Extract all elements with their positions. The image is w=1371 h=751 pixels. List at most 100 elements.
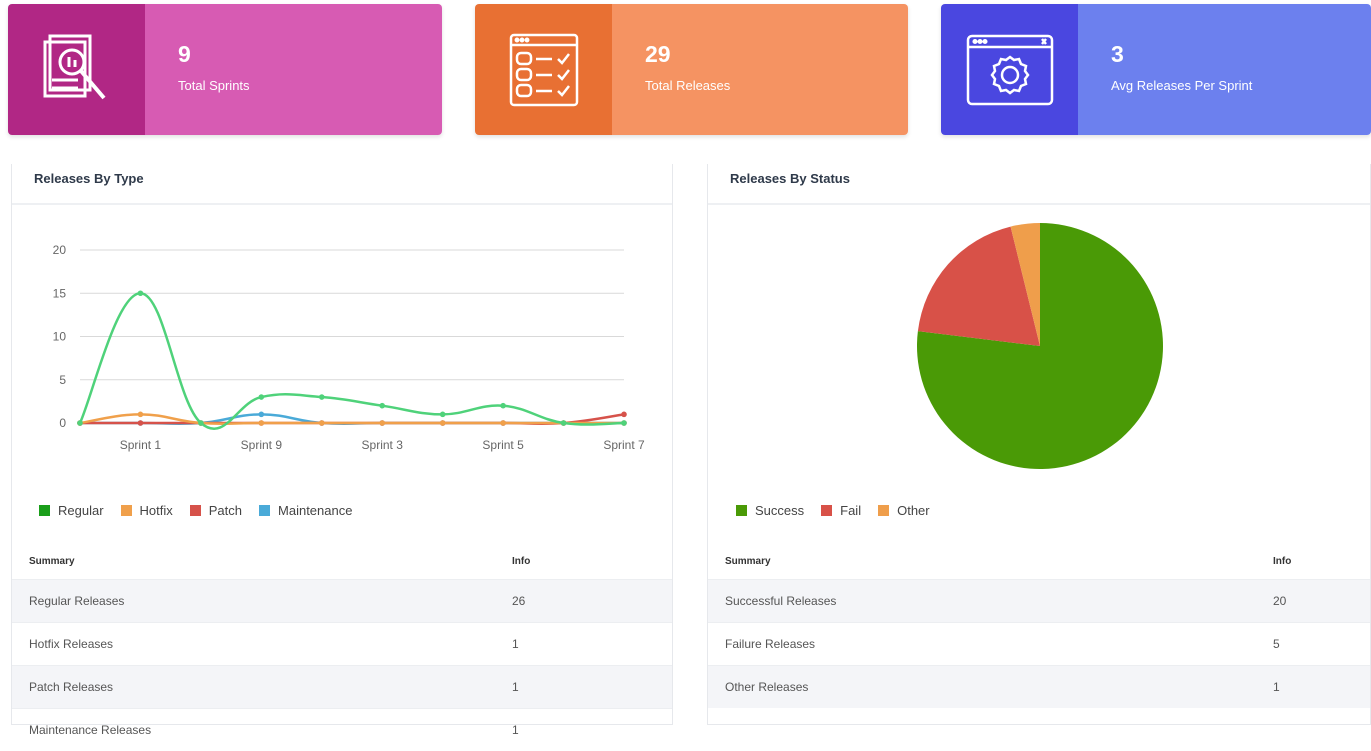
chart-legend: Success Fail Other xyxy=(736,503,947,518)
summary-header: Summary xyxy=(29,555,75,567)
stat-icon-box xyxy=(8,4,145,135)
summary-cell: Maintenance Releases xyxy=(29,723,152,737)
data-point xyxy=(137,411,144,418)
info-header: Info xyxy=(1273,555,1292,567)
series-line-regular xyxy=(78,291,625,430)
summary-cell: Failure Releases xyxy=(725,637,816,651)
data-point xyxy=(621,420,627,426)
summary-cell: Other Releases xyxy=(725,680,809,694)
table-header: Summary Info xyxy=(12,543,672,579)
data-point xyxy=(439,420,446,426)
info-cell: 1 xyxy=(512,680,519,694)
chart-legend: Regular Hotfix Patch Maintenance xyxy=(39,503,369,518)
legend-swatch xyxy=(736,505,747,516)
stat-value: 3 xyxy=(1111,41,1124,67)
releases-by-type-chart: 0 5 10 15 20 Sprint 1 Sprint 9 Sprint 3 Sprint 5… xyxy=(53,243,645,452)
stat-cards: 9 Total Sprints 29 xyxy=(0,4,1371,135)
type-summary-table: Summary Info Regular Releases 26 Hotfix R… xyxy=(12,543,672,751)
info-cell: 26 xyxy=(512,594,526,608)
data-point xyxy=(439,411,446,418)
table-row: Patch Releases 1 xyxy=(12,665,672,708)
legend-label: Regular xyxy=(58,503,104,518)
legend-swatch xyxy=(259,505,271,516)
table-row: Hotfix Releases 1 xyxy=(12,622,672,665)
data-point xyxy=(379,420,386,426)
card-title: Releases By Type xyxy=(12,164,672,205)
data-point xyxy=(621,411,627,418)
data-point xyxy=(379,402,386,409)
legend-item[interactable]: Success xyxy=(736,503,804,518)
releases-by-status-card: Releases By Status Success Fail Other Summ… xyxy=(707,164,1371,725)
stat-text: 29 Total Releases xyxy=(612,4,908,135)
legend-label: Maintenance xyxy=(278,503,353,518)
summary-cell: Successful Releases xyxy=(725,594,837,608)
pie-slice-other xyxy=(1010,223,1040,346)
data-point xyxy=(258,411,265,418)
data-point xyxy=(560,420,567,426)
data-point xyxy=(258,394,265,400)
legend-label: Hotfix xyxy=(139,503,173,518)
x-tick-label: Sprint 1 xyxy=(120,438,162,452)
x-tick-label: Sprint 9 xyxy=(241,438,283,452)
data-point xyxy=(258,420,265,426)
stat-icon-box xyxy=(941,4,1078,135)
y-tick-label: 15 xyxy=(53,286,67,300)
legend-label: Other xyxy=(897,503,930,518)
legend-swatch xyxy=(189,505,201,516)
stat-value: 9 xyxy=(178,41,191,67)
info-cell: 1 xyxy=(512,637,519,651)
legend-item[interactable]: Fail xyxy=(821,503,861,518)
pie-slice-fail xyxy=(917,226,1040,346)
y-tick-label: 5 xyxy=(59,373,66,387)
data-point xyxy=(198,420,204,426)
table-header: Summary Info xyxy=(708,543,1370,579)
table-row: Successful Releases 20 xyxy=(708,579,1370,622)
card-title: Releases By Status xyxy=(708,164,1370,205)
legend-label: Fail xyxy=(840,503,862,518)
stat-label: Total Releases xyxy=(645,78,731,93)
stat-card-sprints: 9 Total Sprints xyxy=(8,4,442,135)
stat-icon-box xyxy=(475,4,612,135)
stat-card-releases: 29 Total Releases xyxy=(475,4,908,135)
legend-swatch xyxy=(878,505,890,516)
data-point xyxy=(500,402,506,409)
checklist-icon xyxy=(509,33,578,106)
x-tick-label: Sprint 5 xyxy=(482,438,524,452)
legend-label: Success xyxy=(755,503,805,518)
x-tick-label: Sprint 3 xyxy=(362,438,404,452)
info-cell: 20 xyxy=(1273,594,1287,608)
legend-swatch xyxy=(39,505,50,516)
data-point xyxy=(318,394,325,400)
info-cell: 1 xyxy=(1273,680,1280,694)
legend-swatch xyxy=(120,505,132,516)
document-analytics-icon xyxy=(43,34,106,99)
y-tick-label: 10 xyxy=(53,330,67,344)
summary-cell: Regular Releases xyxy=(29,594,125,608)
data-point xyxy=(137,420,144,426)
legend-item[interactable]: Other xyxy=(878,503,930,518)
info-cell: 5 xyxy=(1273,637,1280,651)
settings-window-icon xyxy=(966,34,1053,105)
stat-value: 29 xyxy=(645,41,671,67)
status-summary-table: Summary Info Successful Releases 20 Failu… xyxy=(708,543,1370,708)
stat-text: 9 Total Sprints xyxy=(145,4,442,135)
y-tick-label: 20 xyxy=(53,243,67,257)
data-point xyxy=(77,420,83,426)
stat-text: 3 Avg Releases Per Sprint xyxy=(1078,4,1371,135)
legend-item[interactable]: Hotfix xyxy=(120,503,173,518)
info-cell: 1 xyxy=(512,723,519,737)
table-row: Failure Releases 5 xyxy=(708,622,1370,665)
legend-item[interactable]: Regular xyxy=(39,503,104,518)
table-row: Regular Releases 26 xyxy=(12,579,672,622)
summary-cell: Hotfix Releases xyxy=(29,637,114,651)
releases-by-type-card: Releases By Type 0 5 10 15 20 Sprint 1 Sprint … xyxy=(11,164,673,737)
stat-label: Avg Releases Per Sprint xyxy=(1111,78,1253,93)
legend-label: Patch xyxy=(208,503,243,518)
releases-by-status-chart xyxy=(917,223,1163,469)
summary-header: Summary xyxy=(725,555,771,567)
stat-label: Total Sprints xyxy=(178,78,250,93)
series-line-hotfix xyxy=(79,413,624,426)
summary-cell: Patch Releases xyxy=(29,680,114,694)
legend-item[interactable]: Patch xyxy=(189,503,243,518)
legend-item[interactable]: Maintenance xyxy=(259,503,352,518)
